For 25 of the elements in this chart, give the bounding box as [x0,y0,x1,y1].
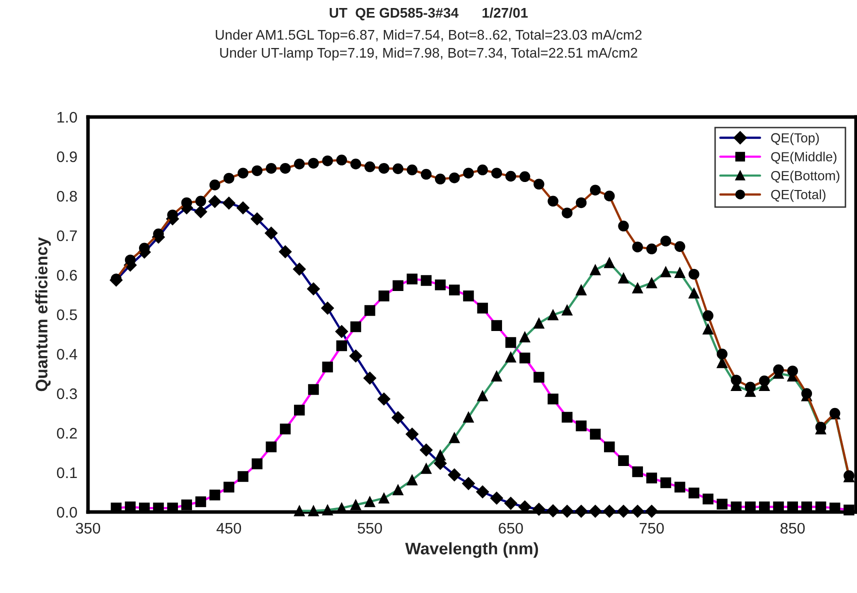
x-tick-label: 650 [498,522,523,534]
y-tick-label: 0.6 [56,270,77,281]
y-tick-label: 0.9 [56,151,77,162]
chart-title: UT QE GD585-3#34 1/27/01 [330,8,528,20]
y-tick-label: 0.1 [56,467,77,478]
legend-label: QE(Top) [771,132,819,146]
x-tick-label: 750 [640,522,664,534]
y-tick-label: 0.3 [56,388,77,400]
x-tick-label: 450 [216,522,242,534]
y-tick-label: 0.8 [56,190,77,202]
y-tick-label: 0.5 [56,309,77,320]
x-tick-label: 550 [358,522,382,534]
y-tick-label: 1.0 [58,112,77,123]
x-axis-title: Wavelength (nm) [405,542,538,558]
y-tick-label: 0.0 [56,506,77,518]
legend-label: QE(Total) [771,190,826,202]
y-axis-title: Quantum efficiency [35,237,51,392]
y-tick-label: 0.4 [56,348,78,360]
legend-label: QE(Middle) [771,152,836,164]
x-tick-label: 350 [76,522,100,534]
legend-label: QE(Bottom) [771,170,840,183]
chart-subtitle: Under AM1.5GL Top=6.87, Mid=7.54, Bot=8..62, Total=23.03 mA/cm2 Under UT-lamp Top=7.19, Mid=7.98, Bot=7.34, Total=22.51 mA/cm2 [216,30,642,60]
y-tick-label: 0.2 [56,428,77,439]
x-tick-label: 850 [780,522,805,534]
y-tick-label: 0.7 [56,230,77,242]
